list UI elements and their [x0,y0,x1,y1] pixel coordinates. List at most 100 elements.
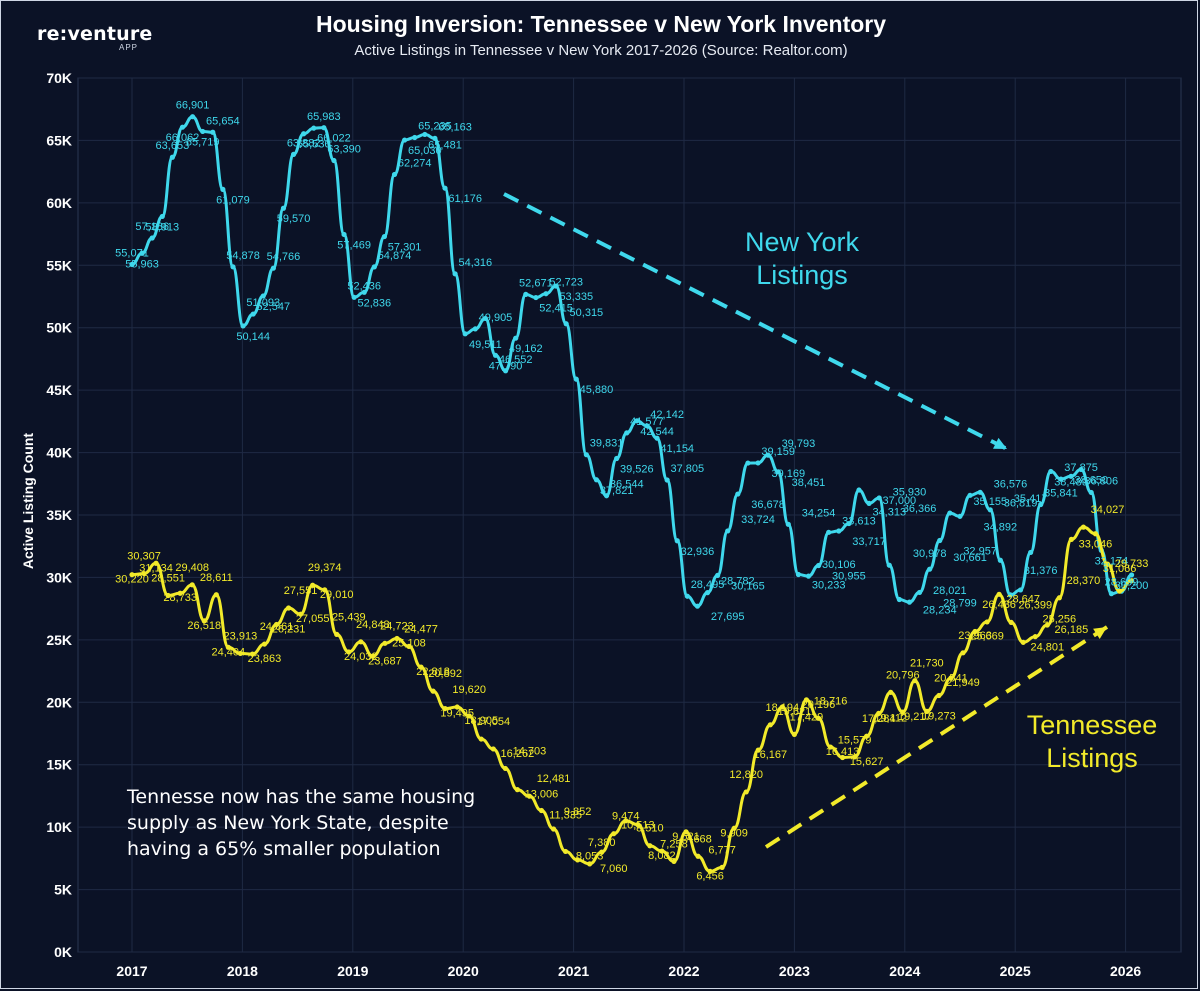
new-york-series-label: New York Listings [737,226,867,292]
y-tick-label: 60K [46,195,72,211]
new-york-data-label: 45,880 [580,384,614,396]
tennessee-point [599,849,605,855]
new-york-data-label: 54,874 [378,250,412,262]
new-york-data-label: 47,790 [489,360,523,372]
new-york-point [906,599,913,605]
tennessee-data-label: 7,668 [684,833,712,845]
tennessee-data-label: 6,777 [708,844,736,856]
new-york-data-label: 51,093 [246,297,280,309]
new-york-data-label: 54,878 [226,250,260,262]
new-york-point [583,452,589,458]
tennessee-point [310,582,316,588]
tennessee-data-label: 25,256 [1043,614,1077,626]
new-york-point [795,571,802,578]
new-york-data-label: 30,955 [832,571,866,583]
tennessee-data-label: 29,010 [320,589,354,601]
new-york-point [260,293,266,299]
new-york-data-label: 57,469 [337,239,371,251]
new-york-data-label: 63,882 [287,137,321,149]
new-york-data-label: 28,799 [943,597,977,609]
tennessee-data-label: 16,262 [501,748,535,760]
tennessee-point [1068,536,1074,542]
tennessee-data-label: 24,843 [356,619,390,631]
new-york-point [321,125,327,131]
tennessee-data-label: 34,027 [1091,504,1125,516]
tennessee-point [1008,619,1014,625]
tennessee-data-label: 33,046 [1079,538,1113,550]
new-york-data-label: 52,547 [257,301,291,313]
tennessee-data-label: 26,231 [272,623,306,635]
new-york-data-label: 28,234 [923,604,957,616]
new-york-data-label: 49,511 [469,339,502,351]
x-tick-label: 2018 [227,963,258,979]
tennessee-data-label: 29,733 [1115,558,1149,570]
tn-label-line2: Listings [1046,743,1138,773]
new-york-data-label: 38,650 [1074,474,1108,486]
new-york-data-label: 37,000 [883,495,917,507]
tennessee-data-label: 20,541 [934,673,968,685]
new-york-point [815,562,822,569]
new-york-point [725,528,731,534]
new-york-point [533,294,539,301]
new-york-data-label: 52,671 [519,277,553,289]
tennessee-data-label: 7,060 [600,863,628,875]
tennessee-data-label: 27,055 [296,613,330,625]
new-york-point [785,521,791,527]
tennessee-data-label: 25,108 [392,638,426,650]
new-york-data-label: 66,022 [317,133,351,145]
new-york-data-label: 52,436 [347,280,381,292]
tennessee-point [960,650,966,656]
new-york-point [139,250,145,256]
new-york-data-label: 63,653 [156,140,190,152]
tennessee-point [900,709,906,715]
y-tick-label: 35K [46,507,72,523]
tennessee-data-label: 20,196 [802,699,836,711]
tennessee-point [815,715,822,721]
new-york-point [1078,466,1084,473]
tennessee-data-label: 9,909 [720,827,748,839]
new-york-point [402,137,408,143]
tennessee-point [285,605,292,611]
new-york-point [462,331,468,337]
tennessee-point [418,664,424,670]
new-york-data-label: 61,176 [448,193,482,205]
tennessee-point [743,789,749,795]
tennessee-point [466,713,472,719]
new-york-point [573,376,579,382]
tennessee-point [1044,622,1050,628]
tennessee-point [707,868,713,874]
new-york-point [1088,489,1094,496]
tennessee-point [129,572,135,578]
new-york-point [220,186,226,192]
new-york-point [1007,592,1014,598]
tennessee-data-label: 28,647 [1006,593,1040,605]
new-york-data-label: 65,481 [428,139,462,151]
new-york-data-label: 35,417 [1014,493,1048,505]
new-york-point [1068,473,1074,479]
tennessee-data-label: 29,374 [308,562,342,574]
new-york-data-label: 62,274 [398,157,432,169]
new-york-data-label: 32,957 [963,546,997,558]
y-axis-label: Active Listing Count [20,432,36,570]
tennessee-point [153,560,159,566]
new-york-data-label: 34,313 [872,507,906,519]
tennessee-data-label: 12,820 [729,769,763,781]
tennessee-point [1020,639,1026,645]
tennessee-data-label: 25,669 [970,631,1004,643]
tennessee-data-label: 24,723 [380,620,414,632]
tennessee-point [1104,561,1111,567]
new-york-point [896,596,902,603]
tennessee-point [298,611,304,617]
new-york-point [735,491,741,497]
tennessee-data-label: 30,307 [127,551,161,563]
new-york-data-label: 36,576 [994,478,1028,490]
new-york-point [846,520,852,527]
tennessee-point [876,710,882,716]
y-tick-label: 65K [46,132,72,148]
tennessee-data-label: 21,730 [910,658,944,670]
new-york-data-label: 39,831 [590,438,624,450]
new-york-point [694,603,701,609]
new-york-point [543,291,549,297]
